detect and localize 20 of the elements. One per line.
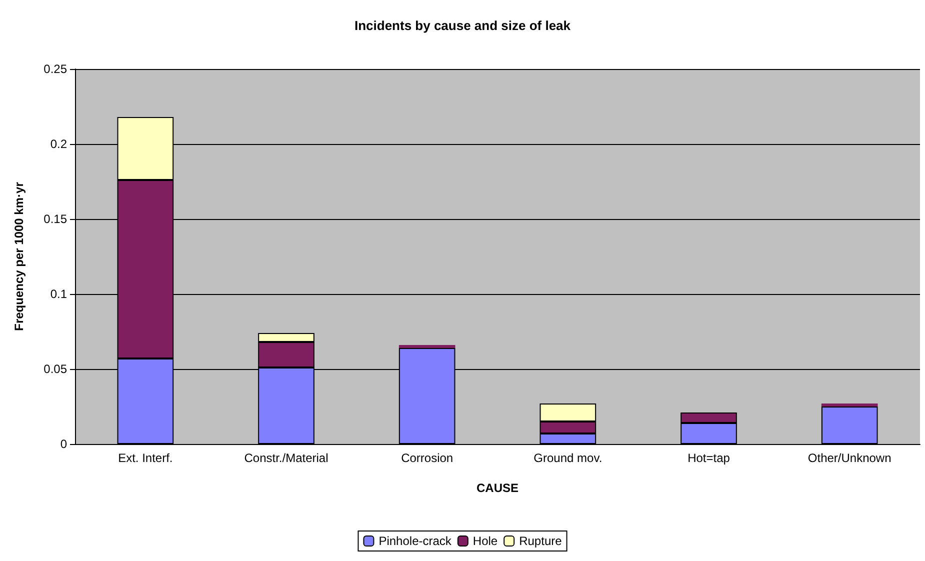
x-tick-label: Other/Unknown — [808, 451, 892, 465]
y-tick-label: 0.2 — [50, 137, 68, 151]
bar — [398, 345, 456, 348]
x-tick-label: Hot=tap — [688, 451, 730, 465]
bar — [821, 404, 878, 406]
x-axis-title: CAUSE — [476, 481, 519, 495]
y-axis-title: Frequency per 1000 km·yr — [12, 182, 26, 331]
x-tick-label: Corrosion — [401, 451, 454, 465]
y-tick-label: 0 — [60, 437, 68, 451]
y-tick-label: 0.05 — [44, 362, 68, 376]
x-tick-label: Ground mov. — [534, 451, 602, 465]
x-tick-label: Ext. Interf. — [118, 451, 173, 465]
chart-title: Incidents by cause and size of leak — [354, 18, 572, 33]
legend-label: Hole — [472, 534, 498, 548]
y-tick-label: 0.25 — [44, 62, 68, 76]
legend-label: Rupture — [519, 534, 562, 548]
x-tick-label: Constr./Material — [244, 451, 328, 465]
y-tick-label: 0.1 — [50, 287, 68, 301]
y-tick-label: 0.15 — [44, 212, 68, 226]
legend-label: Pinhole-crack — [378, 534, 452, 548]
